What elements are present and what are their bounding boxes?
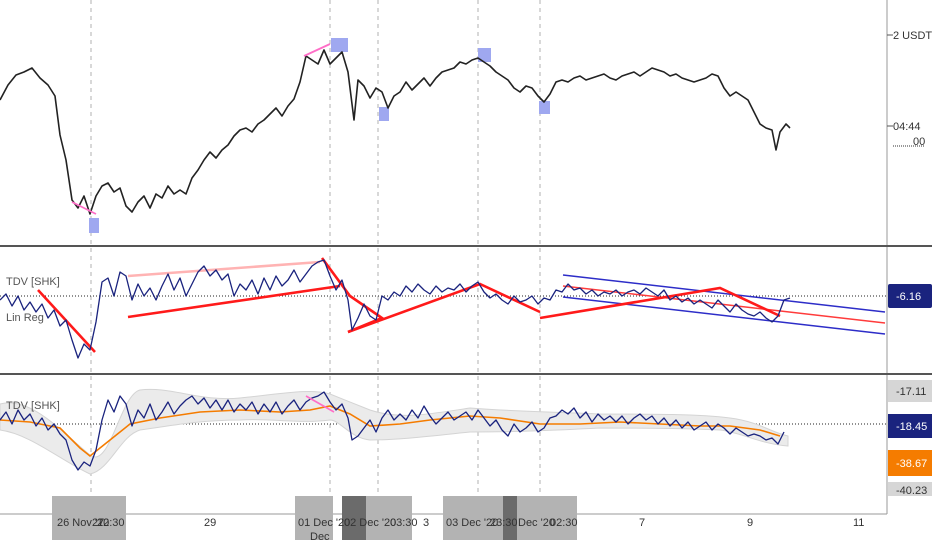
tdv-pane[interactable] [0,257,886,359]
price-line [0,49,791,215]
marker-box [331,38,348,52]
time-tick: 11 [853,517,864,529]
time-tick: 02:30 [550,517,578,529]
time-tick: 12:30 [97,517,125,529]
marker-box [539,101,550,114]
tdv-line [0,259,791,359]
time-tick: 29 [204,517,216,529]
indicator-name[interactable]: TDV [SHK] [6,276,60,288]
time-axis[interactable]: 26 Nov '20 27 12:30 29 01 Dec '20 Dec 02… [0,496,887,543]
time-tick: Dec '20 [518,517,555,529]
time-tick: 02 Dec '20 [344,517,396,529]
value-tag: -38.67 [896,458,927,470]
time-tick: 9 [747,517,753,529]
value-tag: -40.23 [896,485,927,497]
tdv-line-2 [0,391,785,471]
indicator-sublabel: Lin Reg [6,312,44,324]
marker-box [478,48,491,62]
time-tick: 27 [92,517,104,529]
price-axis-label: 00 [913,136,925,148]
time-tick: 03:30 [390,517,418,529]
svg-text:-6.16: -6.16 [896,291,921,303]
time-tick: 7 [639,517,645,529]
marker-box [89,218,99,233]
time-tick: Dec [310,531,330,543]
tdv-value-tag [888,284,932,308]
time-tick: 03 Dec '20 [446,517,498,529]
time-tick: 23:30 [490,517,518,529]
value-tag: -18.45 [896,421,927,433]
tdv-signal-pane[interactable] [0,388,789,475]
price-pane[interactable] [0,38,791,233]
band-area [0,388,789,475]
time-tick: 01 Dec '20 [298,517,350,529]
price-axis-unit: 2 USDT 0 [893,30,932,42]
signal-line [0,405,781,458]
value-tag: -17.11 [896,386,926,398]
time-tick: 26 Nov '20 [57,517,109,529]
marker-box [379,107,389,121]
price-axis-label: 04:44 [893,121,921,133]
time-tick: 3 [423,517,429,529]
indicator-name-2[interactable]: TDV [SHK] [6,400,60,412]
